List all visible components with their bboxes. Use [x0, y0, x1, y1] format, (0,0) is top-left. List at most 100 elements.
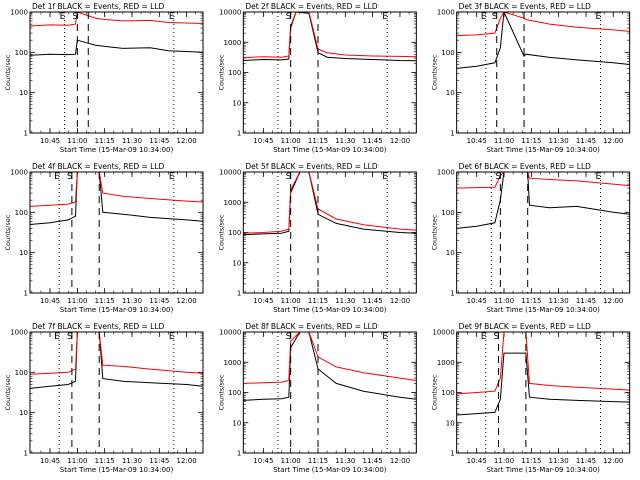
plot-frame	[242, 11, 417, 134]
chart-title: Det 6f BLACK = Events, RED = LLD	[459, 162, 592, 171]
x-tick-label: 10:45	[40, 137, 60, 145]
x-tick-label: 12:00	[390, 297, 410, 305]
y-tick-label: 10	[19, 89, 28, 97]
x-tick-label: 11:45	[363, 297, 383, 305]
x-tick-label: 11:00	[67, 297, 87, 305]
y-tick-label: 100	[228, 69, 241, 77]
x-tick-label: 11:30	[122, 457, 142, 465]
marker-label: S	[286, 172, 292, 182]
marker-label: E	[169, 172, 175, 182]
y-tick-label: 1000	[10, 169, 28, 177]
y-axis-label: Counts/sec	[431, 374, 439, 410]
marker-label: E	[596, 332, 602, 342]
x-tick-label: 11:00	[281, 137, 301, 145]
marker-label: E	[382, 332, 388, 342]
y-tick-label: 10000	[432, 329, 454, 337]
marker-label: E	[481, 332, 487, 342]
y-axis-label: Counts/sec	[4, 214, 12, 250]
chart-panel: Det 4f BLACK = Events, RED = LLD 1 10 100 10…	[4, 162, 204, 314]
x-tick-label: 11:00	[281, 297, 301, 305]
chart-panel: Det 6f BLACK = Events, RED = LLD 1 10 100 10…	[431, 162, 631, 314]
x-tick-label: 11:30	[122, 297, 142, 305]
y-tick-label: 1000	[437, 169, 455, 177]
marker-label: S	[492, 12, 498, 22]
x-tick-label: 11:45	[149, 297, 169, 305]
x-tick-label: 11:45	[576, 297, 596, 305]
plot-frame	[456, 331, 631, 454]
y-tick-label: 100	[15, 369, 28, 377]
x-tick-label: 11:45	[149, 137, 169, 145]
x-tick-label: 11:45	[363, 137, 383, 145]
marker-label: S	[67, 332, 73, 342]
y-axis-label: Counts/sec	[431, 214, 439, 250]
x-tick-label: 11:30	[549, 457, 569, 465]
marker-label: E	[54, 172, 60, 182]
marker-label: E	[169, 332, 175, 342]
y-tick-label: 1	[237, 290, 241, 298]
plot-frame	[242, 331, 417, 454]
x-tick-label: 12:00	[177, 297, 197, 305]
x-tick-label: 11:30	[335, 297, 355, 305]
marker-label: E	[596, 172, 602, 182]
y-axis-label: Counts/sec	[217, 214, 225, 250]
plot-frame	[242, 171, 417, 294]
x-axis-label: Start Time (15-Mar-09 10:34:00)	[273, 306, 387, 314]
x-axis-label: Start Time (15-Mar-09 10:34:00)	[486, 146, 600, 154]
series-events-line	[30, 39, 203, 56]
x-axis-label: Start Time (15-Mar-09 10:34:00)	[60, 146, 174, 154]
x-tick-label: 11:15	[521, 137, 541, 145]
x-tick-label: 10:45	[467, 137, 487, 145]
plot-frame	[456, 171, 631, 294]
series-lld-line	[243, 12, 417, 59]
series-group	[243, 332, 417, 401]
marker-label: S	[286, 332, 292, 342]
x-tick-label: 11:00	[494, 297, 514, 305]
y-tick-label: 10	[232, 419, 241, 427]
plot-frame	[456, 11, 631, 134]
marker-label: E	[60, 12, 66, 22]
y-tick-label: 1	[450, 290, 454, 298]
x-axis-label: Start Time (15-Mar-09 10:34:00)	[273, 466, 387, 474]
series-events-line	[243, 332, 417, 401]
x-axis-label: Start Time (15-Mar-09 10:34:00)	[486, 466, 600, 474]
chart-title: Det 1f BLACK = Events, RED = LLD	[32, 2, 165, 11]
x-tick-label: 11:15	[308, 457, 328, 465]
x-axis-label: Start Time (15-Mar-09 10:34:00)	[486, 306, 600, 314]
x-tick-label: 11:30	[122, 137, 142, 145]
y-axis-label: Counts/sec	[217, 374, 225, 410]
y-tick-label: 10000	[219, 169, 241, 177]
series-lld-line	[456, 332, 630, 395]
x-tick-label: 12:00	[177, 137, 197, 145]
x-tick-label: 11:15	[521, 297, 541, 305]
chart-panel: Det 2f BLACK = Events, RED = LLD 1 10 100 10…	[217, 2, 417, 154]
y-tick-label: 100	[441, 389, 454, 397]
x-tick-label: 12:00	[390, 137, 410, 145]
x-tick-label: 11:00	[494, 137, 514, 145]
y-tick-label: 100	[15, 49, 28, 57]
chart-title: Det 5f BLACK = Events, RED = LLD	[245, 162, 378, 171]
y-tick-label: 100	[228, 389, 241, 397]
y-axis-label: Counts/sec	[4, 374, 12, 410]
x-tick-label: 10:45	[40, 297, 60, 305]
x-tick-label: 11:00	[67, 457, 87, 465]
series-group	[456, 332, 630, 416]
chart-title: Det 7f BLACK = Events, RED = LLD	[32, 322, 165, 331]
y-tick-label: 1	[24, 130, 28, 138]
x-axis-label: Start Time (15-Mar-09 10:34:00)	[273, 146, 387, 154]
x-tick-label: 12:00	[603, 297, 623, 305]
series-events-line	[456, 172, 630, 229]
chart-title: Det 8f BLACK = Events, RED = LLD	[245, 322, 378, 331]
x-tick-label: 11:15	[95, 457, 115, 465]
series-events-line	[456, 352, 630, 416]
y-tick-label: 1	[24, 290, 28, 298]
y-axis-label: Counts/sec	[217, 54, 225, 90]
x-tick-label: 11:15	[521, 457, 541, 465]
x-axis-label: Start Time (15-Mar-09 10:34:00)	[60, 306, 174, 314]
x-tick-label: 11:45	[363, 457, 383, 465]
y-tick-label: 10	[446, 249, 455, 257]
y-tick-label: 1	[24, 450, 28, 458]
chart-title: Det 9f BLACK = Events, RED = LLD	[459, 322, 592, 331]
x-tick-label: 11:00	[281, 457, 301, 465]
x-tick-label: 11:00	[67, 137, 87, 145]
x-tick-label: 10:45	[253, 137, 273, 145]
